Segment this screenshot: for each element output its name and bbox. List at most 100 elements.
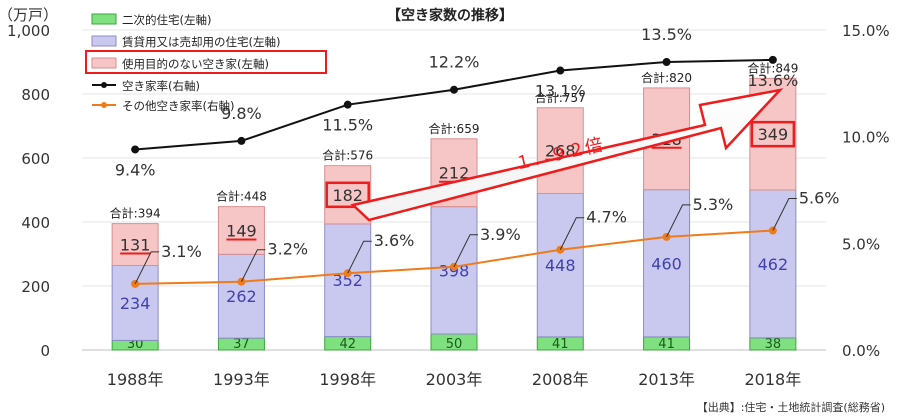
line-point bbox=[131, 145, 140, 154]
left-axis-tick-label: 1,000 bbox=[7, 22, 50, 40]
bar-value-label: 38 bbox=[765, 337, 782, 352]
line-point bbox=[237, 136, 246, 145]
legend: 二次的住宅(左軸) 賃貸用又は売却用の住宅(左軸) 使用目的のない空き家(左軸) 空き… bbox=[85, 13, 327, 113]
line-value-label: 9.8% bbox=[221, 104, 262, 123]
bar-value-label: 448 bbox=[545, 256, 576, 275]
bar-segment bbox=[749, 189, 797, 339]
right-axis-tick-label: 5.0% bbox=[842, 235, 880, 253]
line-value-label: 3.2% bbox=[267, 240, 308, 259]
line-point bbox=[343, 100, 352, 109]
x-axis-tick-label: 1988年 bbox=[107, 370, 164, 389]
label-leader bbox=[666, 204, 691, 238]
bar-total-label: 合計:820 bbox=[641, 70, 692, 85]
bar-segment bbox=[111, 265, 159, 341]
x-axis-tick-label: 2003年 bbox=[426, 370, 483, 389]
bar-value-label: 42 bbox=[339, 337, 356, 352]
line-value-label: 13.6% bbox=[747, 71, 798, 90]
right-axis-tick-label: 15.0% bbox=[842, 22, 890, 40]
left-axis-tick-label: 200 bbox=[21, 278, 50, 296]
bar-value-label: 50 bbox=[446, 337, 463, 352]
bar-value-label: 37 bbox=[233, 337, 250, 352]
bar-total-label: 合計:448 bbox=[216, 189, 267, 204]
bar-segment bbox=[217, 253, 265, 339]
highlight-box bbox=[750, 120, 796, 148]
bar-value-label: 460 bbox=[651, 254, 682, 273]
left-axis-tick-label: 800 bbox=[21, 86, 50, 104]
x-axis-ticks: 1988年 1993年 1998年 2003年 2008年 2013年 2018年 bbox=[107, 370, 801, 389]
rate-lines: 9.4% 9.8% 11.5% 12.2% 13.1% 13.5% 13.6% 3.1% 3.2… bbox=[115, 25, 840, 288]
bar-value-label: 352 bbox=[332, 271, 363, 290]
bar-segment bbox=[643, 189, 691, 338]
line-point bbox=[768, 55, 777, 64]
bar-value-label: 182 bbox=[332, 186, 363, 205]
bar-total-label: 合計:576 bbox=[322, 148, 373, 163]
left-axis-unit: （万戸） bbox=[0, 6, 58, 24]
right-axis-tick-label: 0.0% bbox=[842, 342, 880, 360]
bar-segment bbox=[536, 107, 584, 195]
label-leader bbox=[134, 251, 160, 285]
bar-total-label: 合計:394 bbox=[110, 206, 161, 221]
legend-swatch bbox=[91, 13, 117, 25]
line-value-label: 5.6% bbox=[799, 189, 840, 208]
label-leader bbox=[559, 217, 585, 250]
legend-highlight-box bbox=[85, 50, 327, 74]
bar-value-label: 349 bbox=[758, 125, 789, 144]
legend-label: 使用目的のない空き家(左軸) bbox=[122, 57, 269, 71]
bar-segment bbox=[536, 193, 584, 338]
line-value-label: 4.7% bbox=[586, 208, 627, 227]
left-axis-tick-label: 400 bbox=[21, 214, 50, 232]
legend-marker bbox=[101, 82, 107, 88]
bar-value-label: 41 bbox=[552, 337, 569, 352]
line-value-label: 12.2% bbox=[429, 53, 480, 72]
label-leader bbox=[240, 249, 266, 282]
bar-total-label: 合計:757 bbox=[535, 90, 586, 105]
x-axis-tick-label: 2018年 bbox=[744, 370, 801, 389]
bar-value-label: 131 bbox=[120, 236, 151, 255]
line-value-label: 3.6% bbox=[374, 231, 415, 250]
left-axis-tick-label: 600 bbox=[21, 150, 50, 168]
line-point bbox=[556, 66, 565, 75]
bar-segment bbox=[217, 206, 265, 255]
legend-label: その他空き家率(右軸) bbox=[122, 99, 234, 113]
legend-label: 空き家率(右軸) bbox=[122, 79, 200, 93]
x-axis-tick-label: 1993年 bbox=[213, 370, 270, 389]
bar-value-label: 262 bbox=[226, 287, 257, 306]
bars: 30234131合計:39437262149合計:44842352182合計:5… bbox=[110, 60, 799, 352]
bar-value-label: 149 bbox=[226, 221, 257, 240]
x-axis-tick-label: 2013年 bbox=[638, 370, 695, 389]
label-leader bbox=[772, 198, 797, 231]
label-leader bbox=[453, 234, 478, 268]
legend-swatch bbox=[91, 35, 117, 47]
line-value-label: 5.3% bbox=[693, 195, 734, 214]
right-axis-ticks: 0.0% 5.0% 10.0% 15.0% bbox=[842, 22, 890, 360]
line-value-label: 3.9% bbox=[480, 225, 521, 244]
left-axis-tick-label: 0 bbox=[40, 342, 50, 360]
line-value-label: 13.5% bbox=[641, 25, 692, 44]
line-point bbox=[450, 85, 458, 94]
bar-value-label: 234 bbox=[120, 294, 151, 313]
line-value-label: 9.4% bbox=[115, 160, 156, 179]
chart-title: 【空き家数の推移】 bbox=[387, 7, 513, 24]
line-value-label: 13.1% bbox=[535, 82, 586, 101]
legend-marker bbox=[101, 102, 107, 108]
legend-label: 二次的住宅(左軸) bbox=[122, 13, 211, 27]
x-axis-tick-label: 1998年 bbox=[319, 370, 376, 389]
bar-value-label: 212 bbox=[439, 164, 470, 183]
highlight-box bbox=[325, 181, 370, 209]
bar-value-label: 462 bbox=[758, 255, 789, 274]
growth-arrow bbox=[350, 88, 784, 222]
right-axis-tick-label: 10.0% bbox=[842, 129, 890, 147]
bar-segment bbox=[111, 223, 159, 267]
source-note: 【出典】:住宅・土地統計調査(総務省) bbox=[697, 400, 885, 414]
line-point bbox=[662, 58, 671, 66]
legend-swatch bbox=[91, 57, 117, 69]
line-value-label: 3.1% bbox=[161, 242, 202, 261]
left-axis-ticks: 0 200 400 600 800 1,000 bbox=[7, 22, 50, 360]
bar-total-label: 合計:849 bbox=[747, 60, 798, 75]
line-value-label: 11.5% bbox=[322, 116, 373, 135]
x-axis-tick-label: 2008年 bbox=[532, 370, 589, 389]
bar-value-label: 41 bbox=[658, 337, 675, 352]
legend-label: 賃貸用又は売却用の住宅(左軸) bbox=[122, 35, 280, 49]
